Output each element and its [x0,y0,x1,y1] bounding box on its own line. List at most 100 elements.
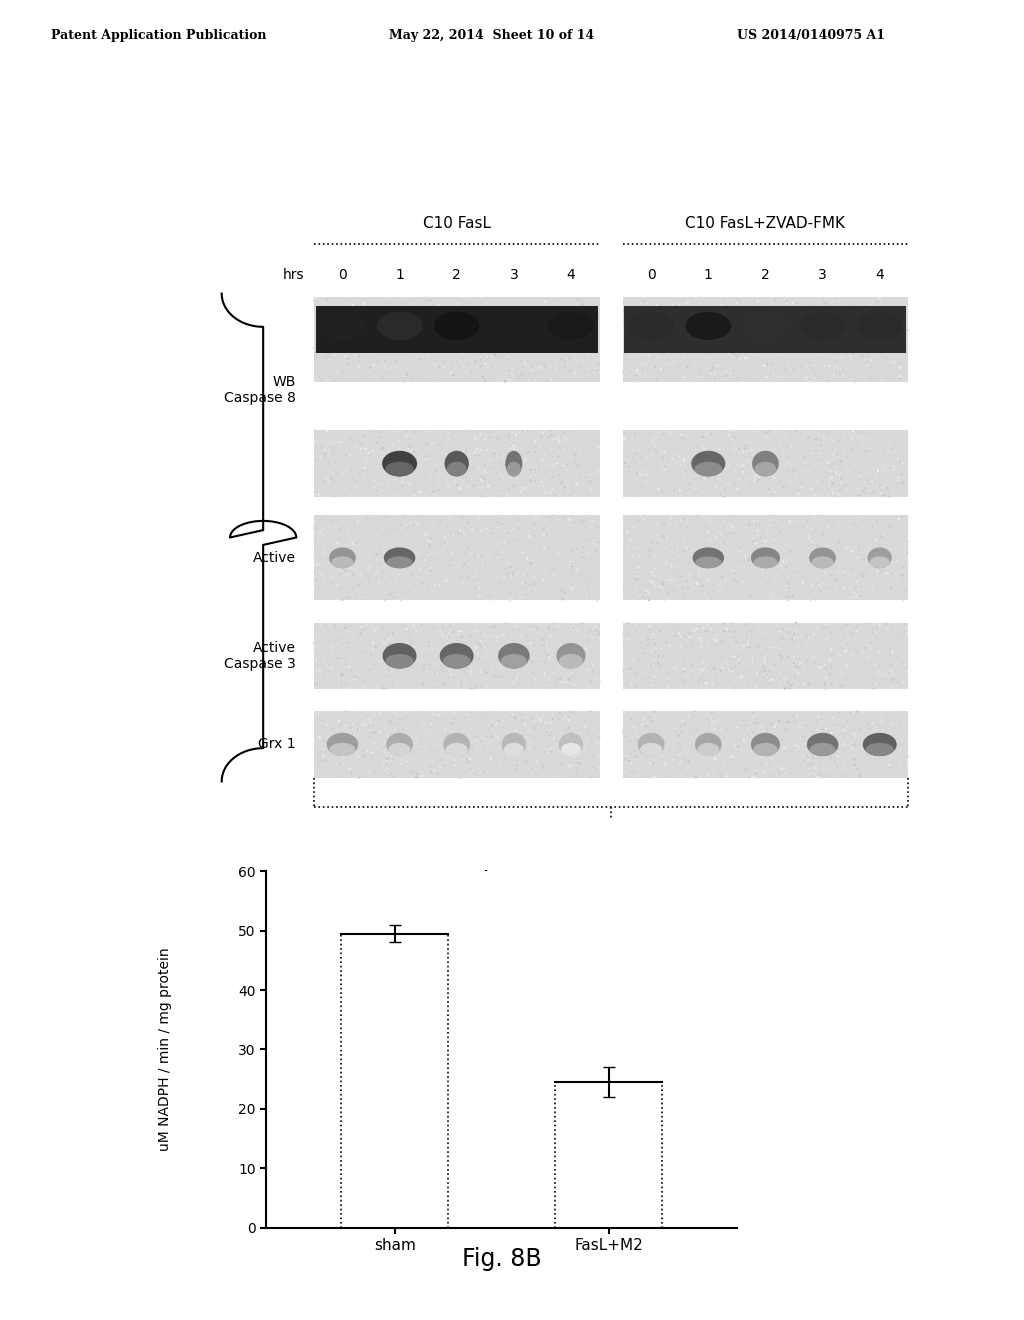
Point [713,517,729,539]
Point [769,616,785,638]
Point [493,564,509,585]
Point [545,297,561,318]
Point [539,352,555,374]
Point [393,624,410,645]
Point [621,318,637,339]
Point [569,304,586,325]
Point [511,742,527,763]
Point [518,632,535,653]
Point [378,649,394,671]
Point [460,539,476,560]
Point [800,444,816,465]
Point [683,540,699,561]
Point [392,655,409,676]
Point [740,767,757,788]
Point [334,676,350,697]
Point [426,741,442,762]
Point [735,727,752,748]
Point [634,352,650,374]
Point [333,672,349,693]
Point [348,585,365,606]
Point [689,587,706,609]
Point [379,536,395,557]
Point [553,337,569,358]
Point [776,734,793,755]
Point [428,644,444,665]
Point [737,545,754,566]
Point [837,642,853,663]
Point [707,310,723,331]
Point [736,746,753,767]
Point [562,741,579,762]
Point [397,421,414,442]
Point [423,338,439,359]
Point [424,639,440,660]
Point [679,444,695,465]
Point [340,511,356,532]
Point [663,710,679,731]
Point [684,714,700,735]
Point [750,442,766,463]
Point [467,360,483,381]
Point [366,632,382,653]
Point [843,429,859,450]
Point [330,744,346,766]
Point [351,558,368,579]
Point [712,677,728,698]
Point [430,440,446,461]
Point [850,721,866,742]
Point [678,293,694,314]
Point [329,553,345,574]
Point [900,628,916,649]
Point [557,325,573,346]
Point [577,717,593,738]
Point [865,458,882,479]
Point [475,367,492,388]
Point [622,479,638,500]
Point [691,546,708,568]
Point [884,529,900,550]
Point [399,743,416,764]
Point [847,582,863,603]
Point [334,676,350,697]
Point [629,463,645,484]
Point [386,358,402,379]
Point [709,512,725,533]
Point [445,622,462,643]
Point [854,545,870,566]
Point [525,747,542,768]
Point [676,528,692,549]
Point [697,302,714,323]
Ellipse shape [498,643,529,669]
Point [787,421,804,442]
Point [825,704,842,725]
Point [752,664,768,685]
Point [898,321,914,342]
Point [720,713,736,734]
Point [515,564,531,585]
Point [873,319,890,341]
Point [473,478,489,499]
Point [821,668,838,689]
Point [523,553,540,574]
Point [696,437,713,458]
Point [477,466,494,487]
Point [709,545,725,566]
Point [752,730,768,751]
Point [336,733,352,754]
Point [308,673,325,694]
Point [562,521,579,543]
Point [506,531,522,552]
Point [639,664,655,685]
Point [699,451,716,473]
Point [780,751,797,772]
Point [831,742,848,763]
Point [854,422,870,444]
Point [705,762,721,783]
Point [579,766,595,787]
Point [839,632,855,653]
Point [740,455,757,477]
Point [774,636,791,657]
Point [746,459,763,480]
Point [624,726,640,747]
